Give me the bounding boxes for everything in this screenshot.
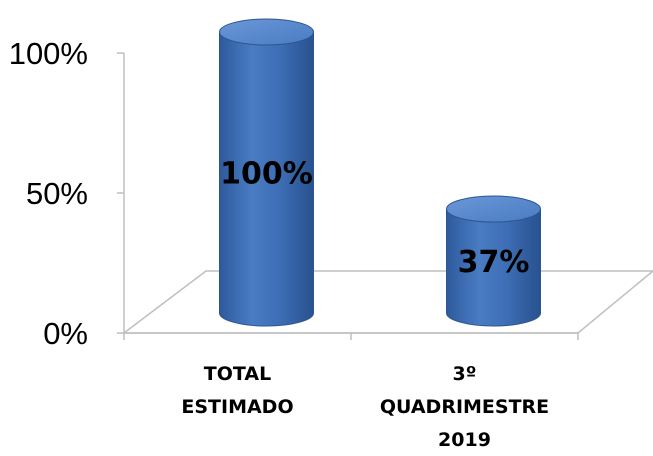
y-tick-label: 0% — [43, 316, 88, 351]
bar-1 — [446, 195, 541, 327]
bar-top-cap — [446, 195, 541, 223]
y-tick-label: 50% — [26, 176, 88, 211]
data-label: 100% — [220, 157, 313, 192]
category-label-group: TOTAL ESTIMADO 3º QUADRIMESTRE 2019 — [181, 363, 549, 451]
floor-plane — [121, 270, 653, 334]
data-label-group: 100% 37% — [220, 157, 529, 281]
bar-top-cap — [219, 18, 314, 46]
bar-body — [446, 208, 541, 327]
x-tick-group — [123, 333, 579, 340]
category-label: QUADRIMESTRE — [380, 396, 549, 418]
category-label: ESTIMADO — [181, 396, 293, 418]
data-label: 37% — [458, 245, 530, 280]
bar-group — [219, 18, 541, 327]
category-label: 3º — [453, 363, 477, 385]
category-label: TOTAL — [204, 363, 271, 385]
category-label: 2019 — [438, 429, 491, 451]
y-tick-label: 100% — [9, 36, 88, 71]
bar-0 — [219, 18, 314, 327]
bar-body — [219, 31, 314, 327]
y-tick-group: 0% 50% 100% — [9, 36, 124, 351]
